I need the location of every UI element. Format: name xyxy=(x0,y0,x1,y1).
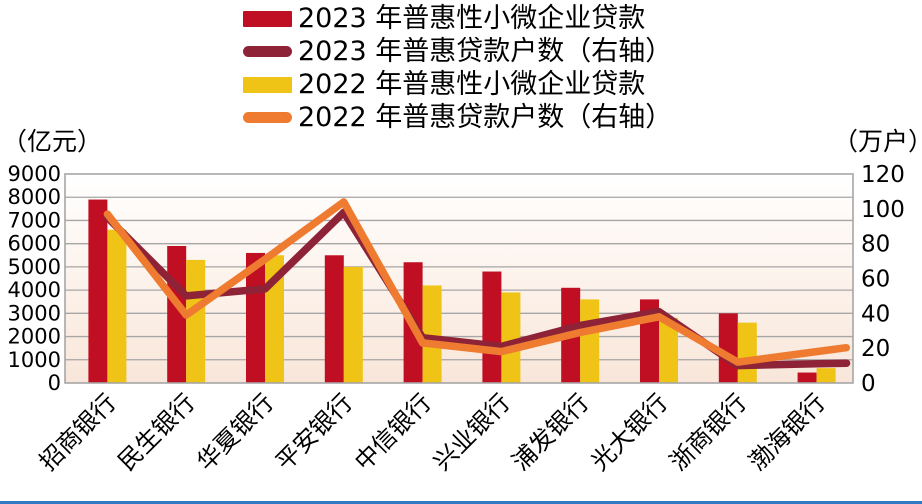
x-axis-label-民生银行: 民生银行 xyxy=(113,388,201,476)
x-axis-label-华夏银行: 华夏银行 xyxy=(192,388,280,476)
legend-label: 2023 年普惠性小微企业贷款 xyxy=(298,3,646,34)
legend-swatch-bar-0 xyxy=(243,10,292,27)
right-axis-tick-40: 40 xyxy=(861,301,890,327)
legend-item: 2022 年普惠贷款户数（右轴） xyxy=(243,101,672,134)
left-axis-tick-7000: 7000 xyxy=(8,208,61,232)
right-axis-tick-120: 120 xyxy=(861,162,905,188)
bar-2022-民生银行 xyxy=(186,259,206,383)
legend-swatch-line-3 xyxy=(243,112,292,123)
left-axis-tick-9000: 9000 xyxy=(8,162,61,186)
bar-2022-浙商银行 xyxy=(737,322,757,383)
x-axis-label-招商银行: 招商银行 xyxy=(34,388,122,476)
legend-swatch-line-1 xyxy=(243,46,292,57)
bar-2023-兴业银行 xyxy=(482,271,502,383)
left-axis-tick-0: 0 xyxy=(48,371,61,395)
bar-2023-招商银行 xyxy=(88,199,108,383)
bar-2023-浙商银行 xyxy=(718,313,738,383)
left-axis-unit-label: （亿元） xyxy=(2,127,103,156)
x-axis-label-光大银行: 光大银行 xyxy=(586,388,674,476)
right-axis-tick-0: 0 xyxy=(861,371,876,397)
legend-item: 2022 年普惠性小微企业贷款 xyxy=(243,68,672,101)
right-axis-tick-20: 20 xyxy=(861,336,890,362)
x-axis-label-浙商银行: 浙商银行 xyxy=(664,388,752,476)
line-2023-households xyxy=(103,208,851,370)
left-axis-tick-8000: 8000 xyxy=(8,185,61,209)
bar-2022-兴业银行 xyxy=(501,292,521,383)
bar-2023-渤海银行 xyxy=(797,372,817,383)
bar-2022-渤海银行 xyxy=(816,368,836,383)
bar-2022-平安银行 xyxy=(343,266,363,383)
right-axis-unit-label: （万户） xyxy=(833,127,922,156)
left-axis-tick-2000: 2000 xyxy=(8,325,61,349)
x-axis-label-中信银行: 中信银行 xyxy=(349,388,437,476)
legend-label: 2022 年普惠贷款户数（右轴） xyxy=(298,102,673,133)
bar-2023-平安银行 xyxy=(324,255,344,383)
bar-2022-光大银行 xyxy=(659,317,678,383)
x-axis-label-兴业银行: 兴业银行 xyxy=(428,388,516,476)
x-axis-label-平安银行: 平安银行 xyxy=(270,388,358,476)
legend-swatch-bar-2 xyxy=(243,76,292,93)
legend-item: 2023 年普惠贷款户数（右轴） xyxy=(243,35,672,68)
bar-2022-中信银行 xyxy=(422,285,442,383)
line-2022-households xyxy=(103,198,851,366)
bar-2022-招商银行 xyxy=(107,229,127,383)
legend-item: 2023 年普惠性小微企业贷款 xyxy=(243,2,672,35)
left-axis-tick-6000: 6000 xyxy=(8,232,61,256)
bar-2023-华夏银行 xyxy=(246,252,265,383)
left-axis-tick-4000: 4000 xyxy=(8,278,61,302)
legend-label: 2022 年普惠性小微企业贷款 xyxy=(298,69,646,100)
x-axis-label-浦发银行: 浦发银行 xyxy=(507,388,595,476)
legend-label: 2023 年普惠贷款户数（右轴） xyxy=(298,36,673,67)
right-axis-tick-80: 80 xyxy=(861,232,890,258)
x-axis-label-渤海银行: 渤海银行 xyxy=(743,388,831,476)
plot-border xyxy=(64,173,854,384)
right-axis-tick-60: 60 xyxy=(861,267,890,293)
bar-2022-浦发银行 xyxy=(580,299,600,383)
left-axis-tick-3000: 3000 xyxy=(8,301,61,325)
left-axis-tick-1000: 1000 xyxy=(8,348,61,372)
chart-legend: 2023 年普惠性小微企业贷款 2023 年普惠贷款户数（右轴） 2022 年普惠性… xyxy=(243,2,672,134)
right-axis-tick-100: 100 xyxy=(861,197,905,223)
bottom-divider-line xyxy=(0,501,922,504)
left-axis-tick-5000: 5000 xyxy=(8,255,61,279)
